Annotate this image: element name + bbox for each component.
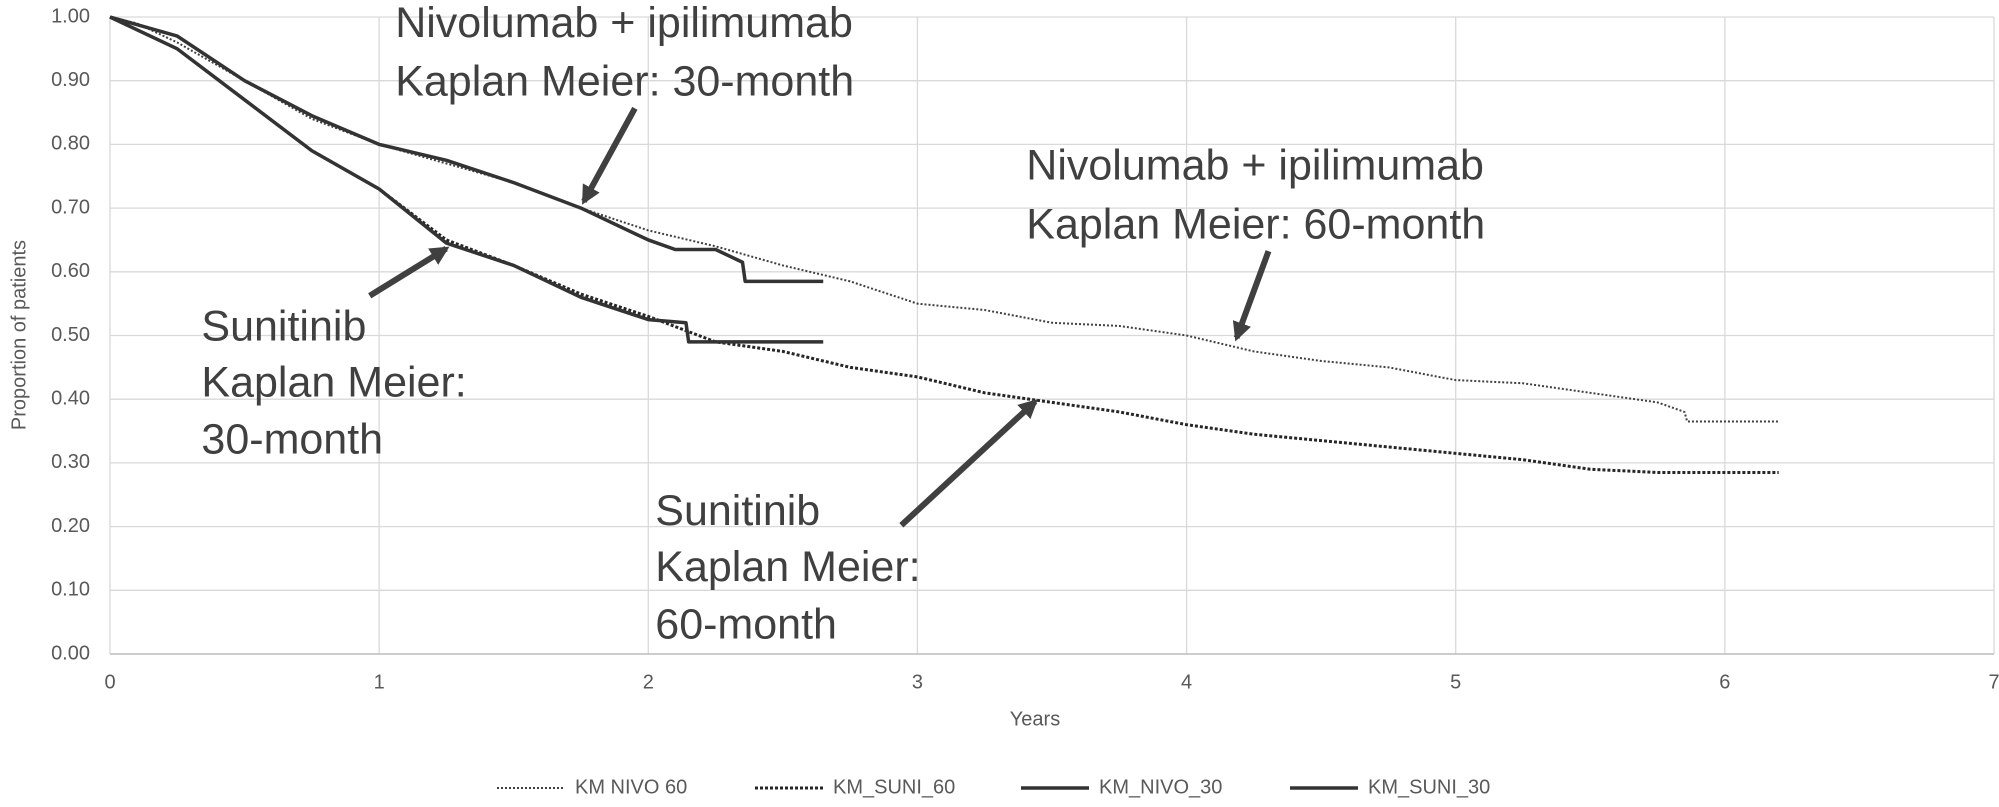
annotation-text: 60-month xyxy=(655,601,837,649)
annotation-text: Kaplan Meier: 30-month xyxy=(395,58,854,106)
km-curve xyxy=(109,15,824,284)
annotation-arrow xyxy=(581,106,638,205)
x-tick-label: 7 xyxy=(1988,671,1999,693)
x-axis-title: Years xyxy=(1010,708,1060,730)
x-tick-label: 3 xyxy=(912,671,923,693)
x-tick-label: 2 xyxy=(643,671,654,693)
legend-label: KM NIVO 60 xyxy=(575,776,687,798)
legend-label: KM_SUNI_60 xyxy=(833,776,955,798)
annotation-text: Kaplan Meier: xyxy=(201,358,466,406)
x-tick-label: 1 xyxy=(374,671,385,693)
y-tick-label: 0.10 xyxy=(51,579,90,601)
y-tick-label: 0.00 xyxy=(51,642,90,664)
x-tick-label: 0 xyxy=(104,671,115,693)
y-axis-title: Proportion of patients xyxy=(8,240,30,430)
y-tick-label: 0.70 xyxy=(51,196,90,218)
y-tick-label: 1.00 xyxy=(51,5,90,27)
x-tick-label: 5 xyxy=(1450,671,1461,693)
annotation-text: Sunitinib xyxy=(201,302,366,350)
annotation-text: Kaplan Meier: xyxy=(655,543,920,591)
annotation-text: Kaplan Meier: 60-month xyxy=(1026,200,1485,248)
annotation-text: 30-month xyxy=(201,416,383,464)
y-tick-label: 0.80 xyxy=(51,133,90,155)
x-tick-label: 6 xyxy=(1719,671,1730,693)
y-tick-label: 0.20 xyxy=(51,515,90,537)
y-tick-label: 0.60 xyxy=(51,260,90,282)
legend-label: KM_NIVO_30 xyxy=(1099,776,1222,798)
x-tick-label: 4 xyxy=(1181,671,1192,693)
y-tick-label: 0.30 xyxy=(51,451,90,473)
km-curve xyxy=(109,15,824,344)
y-tick-label: 0.90 xyxy=(51,69,90,91)
y-tick-label: 0.40 xyxy=(51,387,90,409)
annotation-text: Nivolumab + ipilimumab xyxy=(395,0,853,47)
y-tick-label: 0.50 xyxy=(51,324,90,346)
annotation-arrow xyxy=(368,246,450,299)
annotation-arrow xyxy=(899,398,1039,528)
legend-label: KM_SUNI_30 xyxy=(1368,776,1490,798)
annotation-text: Nivolumab + ipilimumab xyxy=(1026,142,1484,190)
annotation-arrow xyxy=(1232,250,1272,342)
annotation-text: Sunitinib xyxy=(655,487,820,535)
